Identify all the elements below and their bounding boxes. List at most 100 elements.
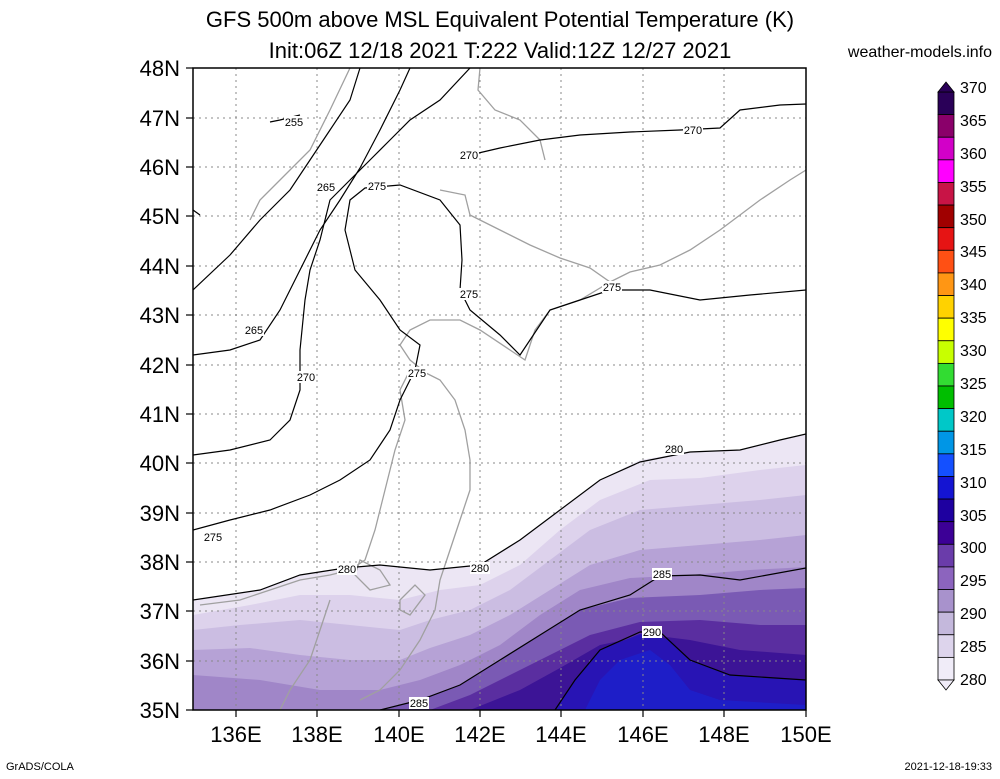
colorbar-swatch: [937, 611, 955, 636]
contour-label: 280: [337, 563, 357, 576]
colorbar-label: 310: [960, 474, 987, 492]
lon-label: 146E: [617, 722, 669, 747]
colorbar-swatch: [937, 498, 955, 523]
colorbar-label: 370: [960, 80, 987, 97]
map-subtitle: Init:06Z 12/18 2021 T:222 Valid:12Z 12/2…: [268, 38, 732, 63]
shade-292: [585, 650, 806, 710]
colorbar-swatch: [937, 227, 955, 251]
colorbar-swatch: [937, 453, 955, 477]
colorbar-swatch: [937, 159, 955, 183]
colorbar-label: 325: [960, 376, 987, 393]
colorbar-label: 355: [960, 178, 987, 196]
lat-label: 44N: [139, 254, 180, 279]
svg-text:275: 275: [460, 289, 478, 301]
contour-label: 285: [409, 697, 429, 710]
contour-label: 280: [664, 443, 684, 456]
contour-label: 265: [316, 181, 336, 194]
lon-label: 136E: [210, 722, 262, 747]
colorbar-swatch: [937, 362, 955, 387]
contour-label: 270: [296, 371, 316, 384]
svg-text:275: 275: [368, 181, 386, 193]
colorbar-swatch: [937, 182, 955, 206]
contour-label: 270: [683, 124, 703, 137]
lon-label: 148E: [698, 722, 750, 747]
coastlines: [199, 68, 806, 710]
colorbar-label: 340: [960, 277, 987, 295]
colorbar-label: 305: [960, 507, 987, 525]
colorbar-arrow-bottom: [937, 679, 955, 691]
contour-label: 270: [459, 149, 479, 162]
colorbar-label: 290: [960, 606, 987, 624]
svg-text:270: 270: [297, 372, 315, 384]
colorbar-label: 360: [960, 145, 987, 163]
colorbar-label: 300: [960, 540, 987, 558]
svg-text:280: 280: [338, 564, 356, 576]
lat-label: 48N: [139, 56, 180, 81]
colorbar-label: 330: [960, 343, 987, 361]
lat-label: 35N: [139, 698, 180, 723]
colorbar-swatch: [937, 204, 955, 229]
colorbar-swatch: [937, 566, 955, 590]
colorbar-label: 315: [960, 441, 987, 459]
contour-label: 275: [407, 367, 427, 380]
svg-text:265: 265: [317, 182, 335, 194]
lat-label: 43N: [139, 303, 180, 328]
contour-label: 275: [459, 288, 479, 301]
colorbar-swatch: [937, 136, 955, 161]
footer-software: GrADS/COLA: [6, 761, 74, 773]
lon-label: 140E: [373, 722, 425, 747]
colorbar-swatch: [937, 249, 955, 274]
colorbar-label: 295: [960, 573, 987, 591]
svg-text:255: 255: [285, 117, 303, 129]
contour-label: 285: [652, 568, 672, 581]
colorbar-label: 280: [960, 672, 987, 689]
colorbar-label: 320: [960, 408, 987, 426]
colorbar-label: 345: [960, 244, 987, 262]
svg-text:290: 290: [643, 627, 661, 639]
colorbar-swatch: [937, 543, 955, 568]
map-title: GFS 500m above MSL Equivalent Potential …: [205, 7, 795, 32]
lon-label: 138E: [291, 722, 343, 747]
contour-label: 280: [470, 562, 490, 575]
contour-label: 290: [642, 626, 662, 639]
colorbar-label: 335: [960, 310, 987, 328]
lat-label: 40N: [139, 451, 180, 476]
svg-text:265: 265: [245, 325, 263, 337]
axis-ticks: [186, 67, 807, 717]
svg-text:275: 275: [408, 368, 426, 380]
lat-label: 46N: [139, 155, 180, 180]
contour-labels: 255 265 265 270 270 270 275 275 275 275 …: [203, 116, 703, 710]
svg-text:270: 270: [684, 125, 702, 137]
plot-frame: [192, 67, 807, 711]
website-label: weather-models.info: [847, 44, 992, 61]
colorbar-swatch: [937, 430, 955, 455]
colorbar-swatch: [937, 340, 955, 364]
colorbar-swatch: [937, 295, 955, 319]
svg-text:280: 280: [665, 444, 683, 456]
contour-label: 265: [244, 324, 264, 337]
lat-label: 37N: [139, 599, 180, 624]
colorbar: [937, 81, 955, 691]
colorbar-swatch: [937, 91, 955, 116]
lat-label: 39N: [139, 501, 180, 526]
svg-text:280: 280: [471, 563, 489, 575]
colorbar-swatch: [937, 589, 955, 613]
contour-label: 275: [367, 180, 387, 193]
lon-label: 144E: [535, 722, 587, 747]
colorbar-swatch: [937, 476, 955, 500]
lat-label: 38N: [139, 550, 180, 575]
colorbar-label: 285: [960, 639, 987, 657]
colorbar-label: 365: [960, 112, 987, 130]
lat-label: 41N: [139, 402, 180, 427]
colorbar-swatch: [937, 521, 955, 545]
colorbar-swatch: [937, 656, 955, 681]
colorbar-label: 350: [960, 211, 987, 229]
lat-label: 42N: [139, 353, 180, 378]
contour-label: 275: [602, 281, 622, 294]
lat-label: 36N: [139, 649, 180, 674]
svg-text:275: 275: [204, 532, 222, 544]
colorbar-swatch: [937, 317, 955, 342]
colorbar-swatch: [937, 634, 955, 658]
lon-label: 150E: [780, 722, 832, 747]
